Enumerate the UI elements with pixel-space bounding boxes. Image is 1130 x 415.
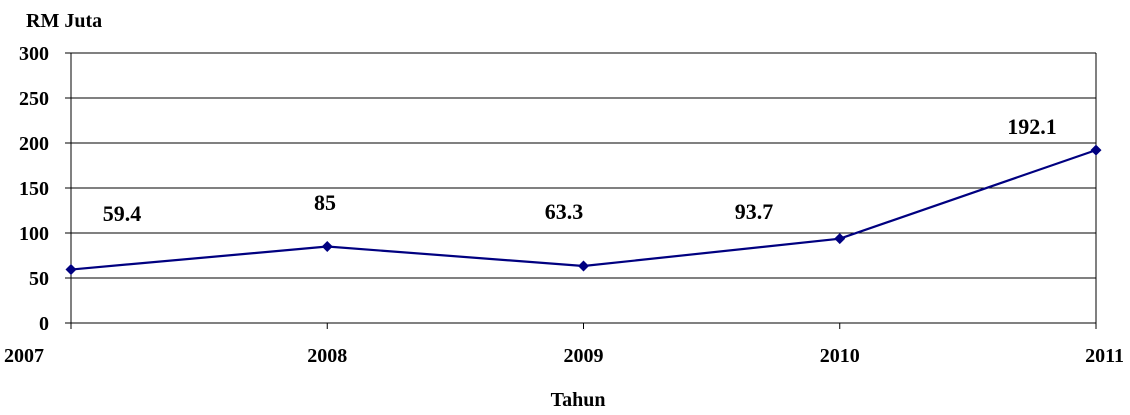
x-tick-label: 2007 xyxy=(4,345,44,367)
y-tick-label: 0 xyxy=(39,313,49,335)
data-label: 192.1 xyxy=(1007,114,1057,139)
y-tick-label: 300 xyxy=(19,43,49,65)
y-tick-label: 100 xyxy=(19,223,49,245)
data-labels: 59.4 85 63.3 93.7 192.1 xyxy=(103,114,1057,226)
y-tick-label: 200 xyxy=(19,133,49,155)
y-tick-labels: 0 50 100 150 200 250 300 xyxy=(19,43,49,335)
gridlines xyxy=(71,52,1096,324)
series-line xyxy=(70,149,1097,271)
data-point-marker xyxy=(834,233,846,245)
data-label: 93.7 xyxy=(735,199,774,224)
data-label: 59.4 xyxy=(103,201,142,226)
y-tick-label: 250 xyxy=(19,88,49,110)
y-tick-label: 50 xyxy=(29,268,49,290)
y-axis-title: RM Juta xyxy=(26,10,102,32)
x-tick-labels: 2007 2008 2009 2010 2011 xyxy=(4,345,1124,367)
data-label: 63.3 xyxy=(545,199,584,224)
y-tick-label: 150 xyxy=(19,178,49,200)
data-point-marker xyxy=(578,260,589,272)
x-tick-label: 2009 xyxy=(564,345,604,367)
series xyxy=(65,144,1102,276)
x-tick-label: 2010 xyxy=(820,345,860,367)
data-point-marker xyxy=(321,241,333,252)
x-tick-label: 2011 xyxy=(1085,345,1124,367)
axes xyxy=(65,52,1097,329)
x-axis-title: Tahun xyxy=(551,389,606,411)
data-label: 85 xyxy=(314,190,336,215)
x-tick-label: 2008 xyxy=(307,345,347,367)
data-point-marker xyxy=(1090,144,1102,156)
data-point-marker xyxy=(65,264,77,276)
